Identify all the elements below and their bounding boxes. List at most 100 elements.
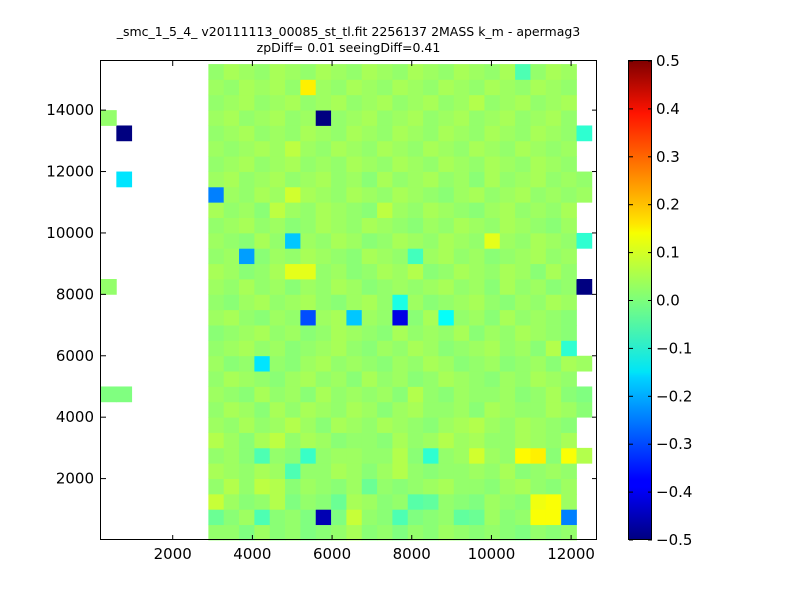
heatmap-cell bbox=[346, 432, 363, 449]
heatmap-cell bbox=[254, 493, 271, 510]
heatmap-cell bbox=[576, 447, 593, 464]
heatmap-cell bbox=[530, 294, 547, 311]
heatmap-cell bbox=[499, 186, 516, 203]
heatmap-cell bbox=[515, 325, 531, 341]
heatmap-cell bbox=[285, 140, 301, 157]
heatmap-cell bbox=[331, 186, 347, 203]
heatmap-cell bbox=[453, 340, 470, 357]
heatmap-cell bbox=[300, 524, 317, 541]
heatmap-cell bbox=[561, 309, 577, 326]
heatmap-cell bbox=[423, 110, 439, 126]
heatmap-cell bbox=[315, 232, 332, 249]
heatmap-cell bbox=[469, 279, 485, 295]
heatmap-cell bbox=[530, 509, 547, 526]
heatmap-cell bbox=[223, 417, 240, 433]
heatmap-cell bbox=[484, 186, 501, 203]
heatmap-cell bbox=[453, 202, 470, 218]
heatmap-cell bbox=[499, 94, 516, 111]
heatmap-cell bbox=[269, 294, 286, 311]
heatmap-cell bbox=[285, 279, 301, 295]
heatmap-cell bbox=[285, 110, 301, 126]
heatmap-cell bbox=[407, 79, 424, 96]
heatmap-cell bbox=[254, 79, 271, 96]
heatmap-cell bbox=[300, 79, 317, 96]
heatmap-cell bbox=[515, 232, 531, 249]
heatmap-cell bbox=[361, 355, 378, 372]
y-tick-label: 2000 bbox=[56, 470, 94, 488]
heatmap-cell bbox=[545, 294, 562, 311]
heatmap-cell bbox=[392, 294, 409, 311]
heatmap-cell bbox=[499, 217, 516, 234]
heatmap-cell bbox=[239, 279, 255, 295]
heatmap-cell bbox=[254, 478, 271, 495]
heatmap-cell bbox=[392, 371, 409, 387]
heatmap-cell bbox=[438, 386, 455, 403]
heatmap-cell bbox=[208, 232, 225, 249]
heatmap-cell bbox=[208, 79, 225, 96]
heatmap-cell bbox=[346, 217, 363, 234]
heatmap-cell bbox=[530, 355, 547, 372]
colorbar-tick-label: 0.0 bbox=[656, 292, 680, 310]
heatmap-cell bbox=[407, 263, 424, 280]
heatmap-cell bbox=[361, 186, 378, 203]
x-tick-label: 4000 bbox=[233, 545, 271, 563]
heatmap-cell bbox=[407, 325, 424, 341]
heatmap-cell bbox=[484, 279, 501, 295]
heatmap-cell bbox=[269, 309, 286, 326]
heatmap-cell bbox=[239, 64, 255, 80]
heatmap-cell bbox=[331, 478, 347, 495]
heatmap-cell bbox=[499, 79, 516, 96]
heatmap-cell bbox=[484, 478, 501, 495]
heatmap-cell bbox=[285, 125, 301, 142]
heatmap-cell bbox=[453, 171, 470, 188]
x-tick-label: 2000 bbox=[154, 545, 192, 563]
heatmap-cell bbox=[254, 94, 271, 111]
heatmap-cell bbox=[530, 371, 547, 387]
heatmap-cell bbox=[530, 110, 547, 126]
heatmap-cell bbox=[561, 417, 577, 433]
heatmap-cell bbox=[392, 309, 409, 326]
heatmap-cell bbox=[377, 94, 393, 111]
heatmap-cell bbox=[377, 110, 393, 126]
heatmap-cell bbox=[407, 401, 424, 418]
heatmap-cell bbox=[346, 371, 363, 387]
heatmap-cell bbox=[208, 248, 225, 265]
heatmap-cell bbox=[208, 156, 225, 172]
heatmap-cell bbox=[545, 478, 562, 495]
heatmap-cell bbox=[346, 463, 363, 479]
colorbar-tick-label: 0.5 bbox=[656, 52, 680, 70]
colorbar-tick-label: 0.4 bbox=[656, 100, 680, 118]
heatmap-cell bbox=[545, 509, 562, 526]
heatmap-cell bbox=[545, 202, 562, 218]
heatmap-cell bbox=[484, 432, 501, 449]
heatmap-cell bbox=[331, 263, 347, 280]
heatmap-cell bbox=[331, 125, 347, 142]
heatmap-cell bbox=[223, 524, 240, 541]
heatmap-cell bbox=[515, 355, 531, 372]
heatmap-cell bbox=[453, 509, 470, 526]
heatmap-cell bbox=[499, 509, 516, 526]
heatmap-cell bbox=[239, 263, 255, 280]
heatmap-cell bbox=[469, 171, 485, 188]
heatmap-cell bbox=[453, 371, 470, 387]
heatmap-cell bbox=[484, 355, 501, 372]
heatmap-cell bbox=[269, 248, 286, 265]
heatmap-cell bbox=[423, 64, 439, 80]
heatmap-cell bbox=[469, 325, 485, 341]
heatmap-cell bbox=[453, 79, 470, 96]
heatmap-cell bbox=[223, 309, 240, 326]
heatmap-cell bbox=[530, 493, 547, 510]
heatmap-cell bbox=[346, 417, 363, 433]
heatmap-cell bbox=[561, 355, 577, 372]
heatmap-cell bbox=[561, 171, 577, 188]
heatmap-cell bbox=[269, 478, 286, 495]
heatmap-cell bbox=[453, 156, 470, 172]
heatmap-cell bbox=[453, 140, 470, 157]
heatmap-cell bbox=[254, 371, 271, 387]
heatmap-cell bbox=[361, 232, 378, 249]
heatmap-cell bbox=[515, 447, 531, 464]
heatmap-cell bbox=[300, 432, 317, 449]
heatmap-cell bbox=[331, 202, 347, 218]
heatmap-cell bbox=[300, 94, 317, 111]
heatmap-cell bbox=[239, 509, 255, 526]
